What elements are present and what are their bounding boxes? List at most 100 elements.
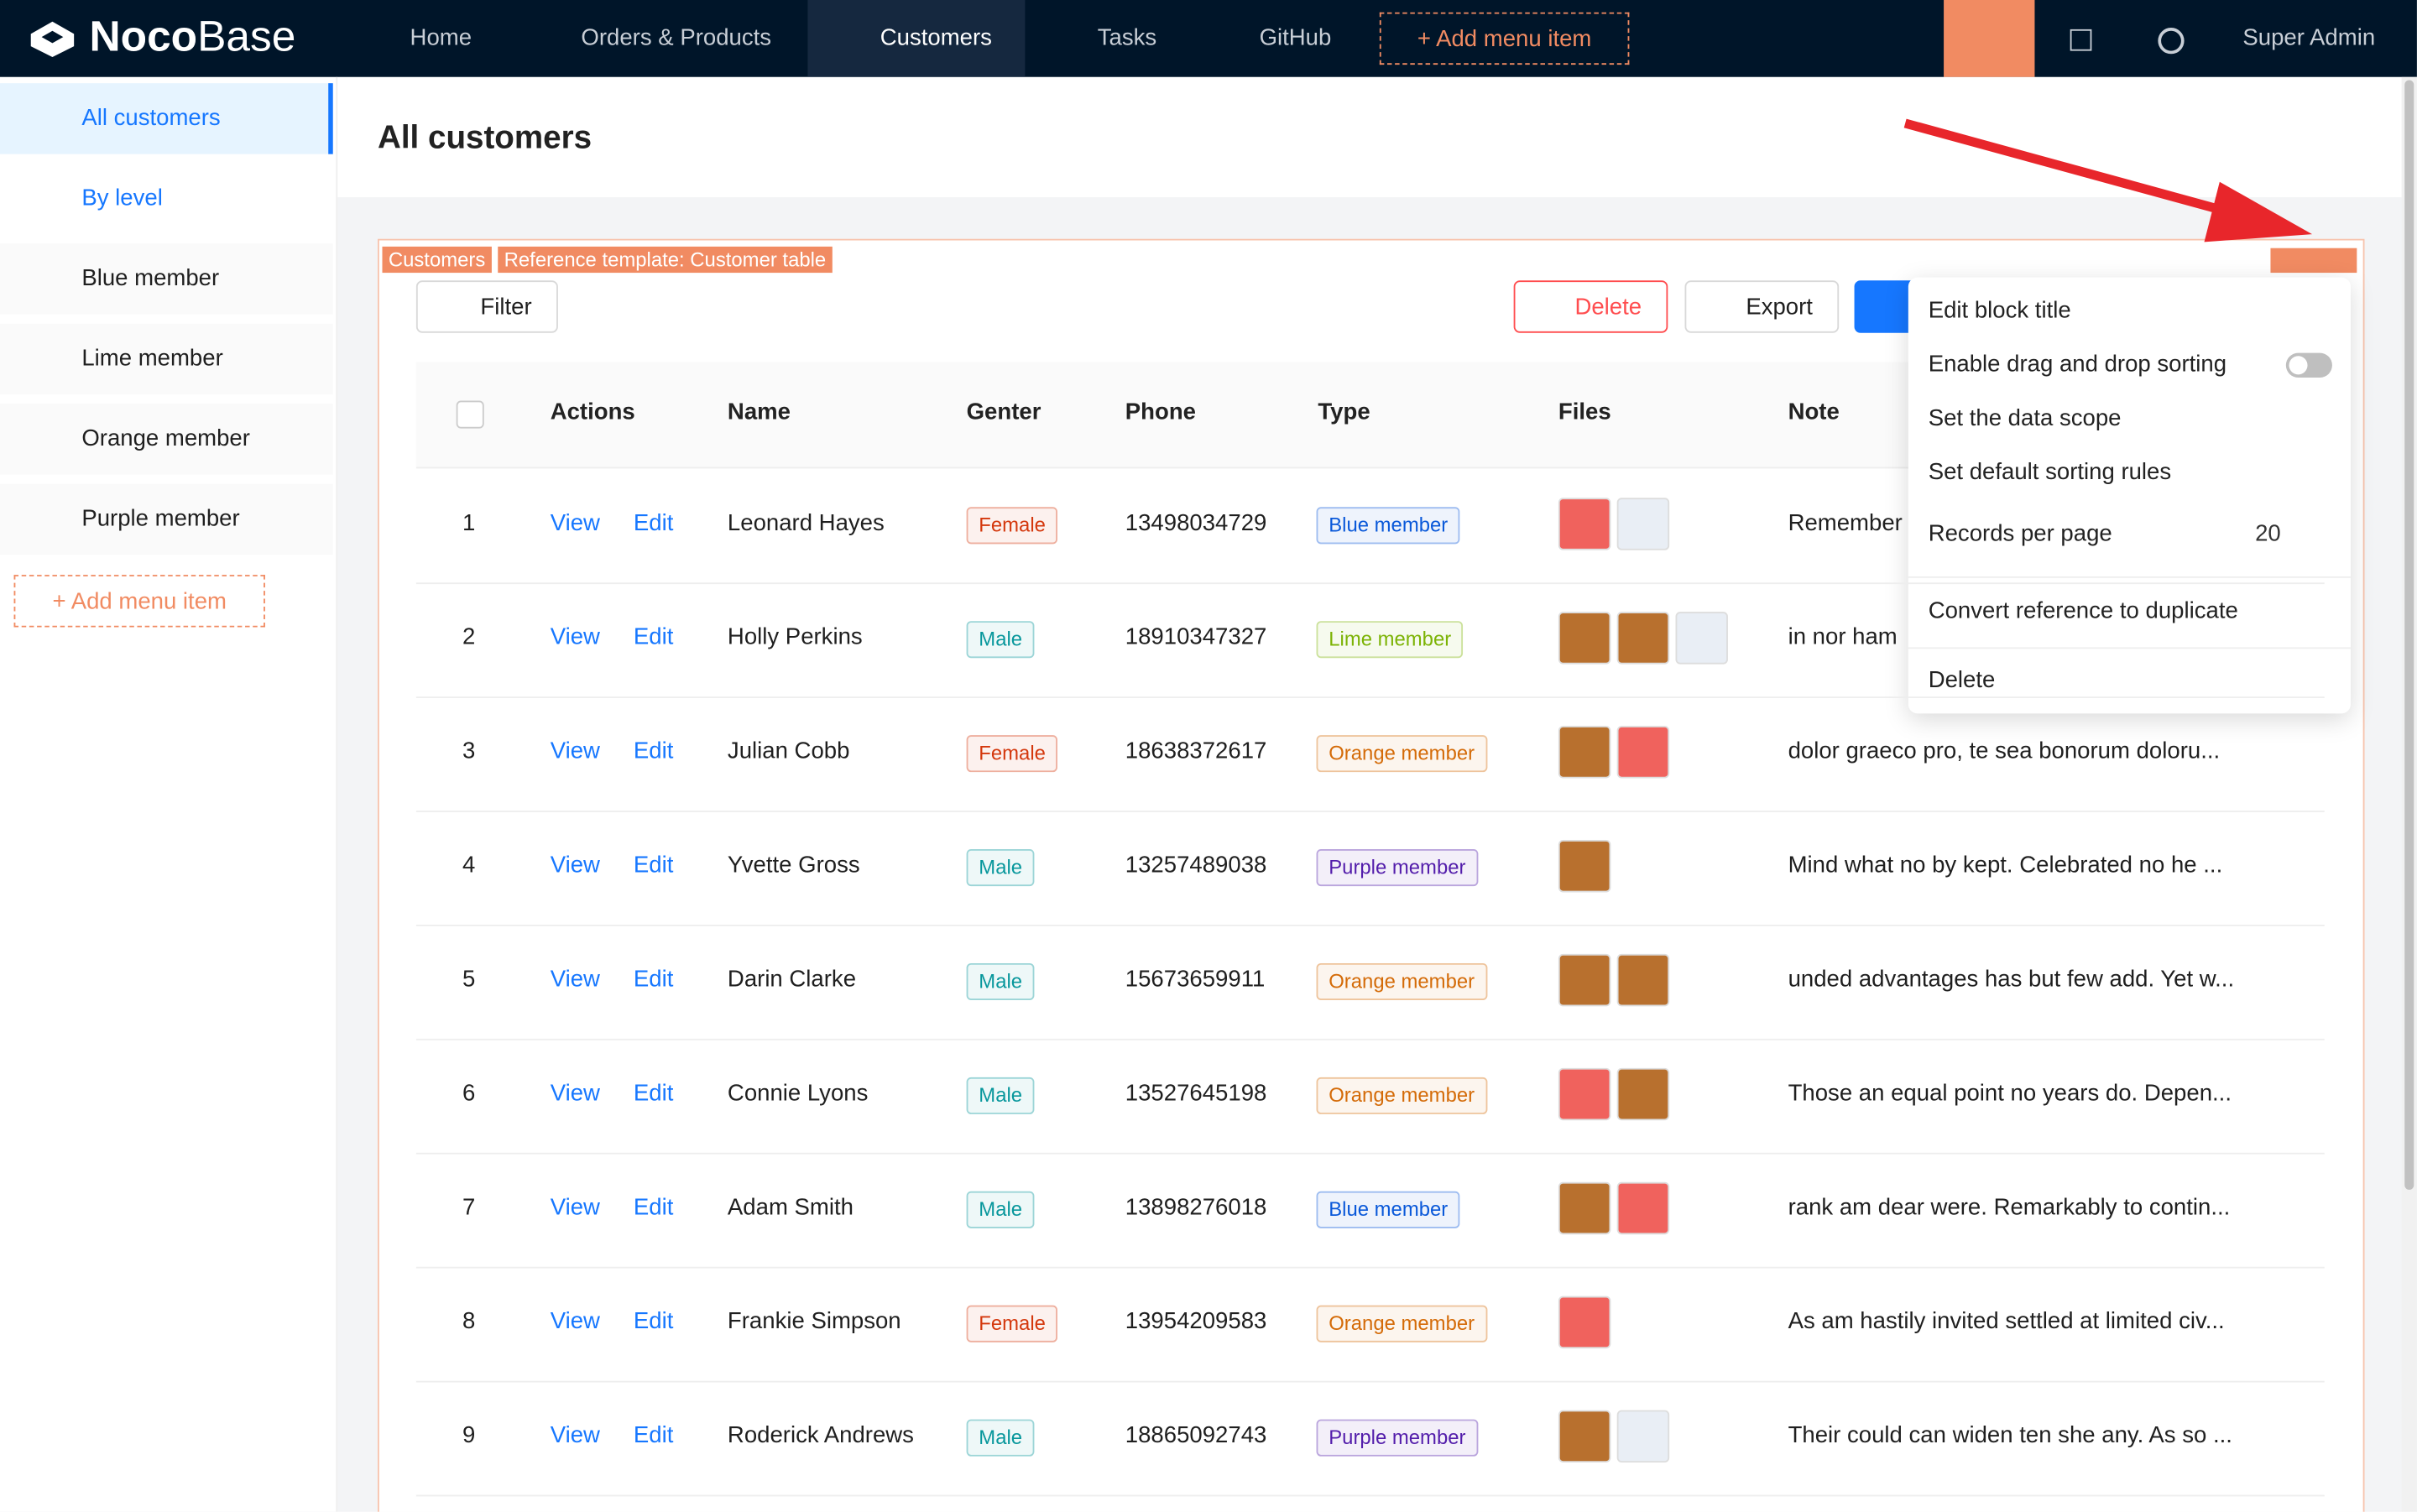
row-number: 5 — [462, 966, 476, 993]
row-number: 7 — [462, 1194, 476, 1221]
file-thumbnail[interactable] — [1558, 726, 1611, 779]
add-new-button[interactable] — [1854, 280, 1917, 333]
edit-link[interactable]: Edit — [633, 852, 674, 879]
menu-item[interactable]: Set the data scope — [1928, 405, 2122, 432]
sidebar-item[interactable]: By level — [81, 185, 163, 211]
export-button[interactable]: Export — [1684, 280, 1840, 333]
edit-link[interactable]: Edit — [633, 1194, 674, 1221]
ui-editor-button[interactable] — [1944, 0, 2035, 77]
column-header: Files — [1558, 399, 1611, 425]
menu-item[interactable]: Convert reference to duplicate — [1928, 597, 2238, 624]
gender-tag: Male — [966, 1077, 1035, 1114]
file-thumbnail[interactable] — [1558, 612, 1611, 665]
edit-link[interactable]: Edit — [633, 966, 674, 993]
edit-link[interactable]: Edit — [633, 509, 674, 537]
menu-item[interactable]: Enable drag and drop sorting — [1928, 351, 2227, 378]
nav-item[interactable]: Home — [410, 24, 472, 51]
view-link[interactable]: View — [550, 1422, 600, 1449]
records-value[interactable]: 20 — [2255, 520, 2281, 548]
user-menu[interactable]: Super Admin — [2242, 24, 2376, 51]
view-link[interactable]: View — [550, 623, 600, 651]
filter-button[interactable]: Filter — [415, 280, 558, 333]
note: As am hastily invited settled at limited… — [1788, 1308, 2225, 1335]
block-tags: Customers Reference template: Customer t… — [382, 246, 833, 274]
menu-item[interactable]: Edit block title — [1928, 297, 2071, 324]
column-header: Type — [1318, 399, 1370, 425]
view-link[interactable]: View — [550, 1080, 600, 1107]
row-divider — [415, 1266, 2325, 1269]
scroll-thumb — [2404, 80, 2414, 1190]
file-thumbnail[interactable] — [1558, 953, 1611, 1007]
delete-button[interactable]: Delete — [1513, 280, 1668, 333]
edit-link[interactable]: Edit — [633, 1308, 674, 1335]
file-thumbnail[interactable] — [1558, 498, 1611, 550]
file-thumbnail[interactable] — [1616, 1067, 1670, 1121]
sort-switch[interactable] — [2285, 352, 2332, 378]
edit-link[interactable]: Edit — [633, 623, 674, 651]
select-all-checkbox[interactable] — [456, 400, 484, 429]
customer-name: Connie Lyons — [727, 1080, 869, 1107]
file-thumbnail[interactable] — [1616, 1410, 1670, 1463]
top-bar: NocoBase Home Orders & Products Customer… — [0, 0, 2417, 77]
view-link[interactable]: View — [550, 966, 600, 993]
gender-tag: Male — [966, 849, 1035, 887]
sidebar-add-button[interactable]: + Add menu item — [13, 575, 265, 628]
customer-name: Leonard Hayes — [727, 509, 885, 537]
scrollbar — [2401, 76, 2417, 1512]
edit-link[interactable]: Edit — [633, 1080, 674, 1107]
logo-bold: Noco — [89, 12, 198, 60]
view-link[interactable]: View — [550, 852, 600, 879]
plugin-icon[interactable] — [2070, 29, 2092, 51]
row-divider — [415, 1380, 2325, 1383]
view-link[interactable]: View — [550, 1308, 600, 1335]
sidebar-item[interactable]: Purple member — [0, 483, 333, 555]
file-thumbnail[interactable] — [1558, 1296, 1611, 1349]
add-menu-button[interactable]: + Add menu item — [1379, 12, 1630, 65]
sidebar-item[interactable]: All customers — [0, 83, 333, 154]
view-link[interactable]: View — [550, 738, 600, 765]
nav-item[interactable]: Tasks — [1097, 24, 1157, 51]
customer-name: Darin Clarke — [727, 966, 857, 993]
type-tag: Purple member — [1316, 1419, 1479, 1457]
view-link[interactable]: View — [550, 509, 600, 537]
nav-item[interactable]: GitHub — [1259, 24, 1332, 51]
edit-link[interactable]: Edit — [633, 1422, 674, 1449]
row-divider — [415, 1152, 2325, 1155]
customer-name: Holly Perkins — [727, 623, 863, 651]
file-thumbnail[interactable] — [1616, 953, 1670, 1007]
file-thumbnail[interactable] — [1616, 1181, 1670, 1235]
file-thumbnail[interactable] — [1558, 1181, 1611, 1235]
file-thumbnail[interactable] — [1616, 726, 1670, 779]
file-thumbnail[interactable] — [1616, 612, 1670, 665]
edit-link[interactable]: Edit — [633, 738, 674, 765]
file-thumbnail[interactable] — [1616, 498, 1670, 550]
type-tag: Orange member — [1316, 735, 1487, 773]
page-title: All customers — [377, 120, 593, 156]
file-thumbnail[interactable] — [1558, 1410, 1611, 1463]
type-tag: Blue member — [1316, 507, 1460, 545]
nav-item[interactable]: Orders & Products — [581, 24, 772, 51]
sidebar-item[interactable]: Lime member — [0, 323, 333, 395]
customer-name: Julian Cobb — [727, 738, 850, 765]
file-thumbnail[interactable] — [1558, 1067, 1611, 1121]
gender-tag: Female — [966, 1305, 1058, 1343]
menu-item[interactable]: Records per page — [1928, 520, 2112, 548]
row-divider — [415, 811, 2325, 812]
row-number: 9 — [462, 1422, 476, 1449]
settings-icon[interactable] — [2158, 28, 2185, 55]
type-label: Orange member — [1316, 962, 1487, 1001]
note: Their could can widen ten she any. As so… — [1788, 1422, 2232, 1449]
menu-item[interactable]: Delete — [1928, 667, 1996, 694]
sidebar-item[interactable]: Blue member — [0, 243, 333, 315]
file-thumbnail[interactable] — [1675, 612, 1728, 665]
file-thumbnail[interactable] — [1558, 840, 1611, 893]
view-link[interactable]: View — [550, 1194, 600, 1221]
type-label: Blue member — [1316, 1191, 1460, 1228]
block-toolbar[interactable] — [2270, 248, 2357, 274]
column-header: Actions — [550, 399, 635, 425]
sidebar-item[interactable]: Orange member — [0, 404, 333, 475]
note: rank am dear were. Remarkably to contin.… — [1788, 1194, 2231, 1221]
menu-item[interactable]: Set default sorting rules — [1928, 459, 2172, 486]
nav-item[interactable]: Customers — [807, 0, 1026, 77]
